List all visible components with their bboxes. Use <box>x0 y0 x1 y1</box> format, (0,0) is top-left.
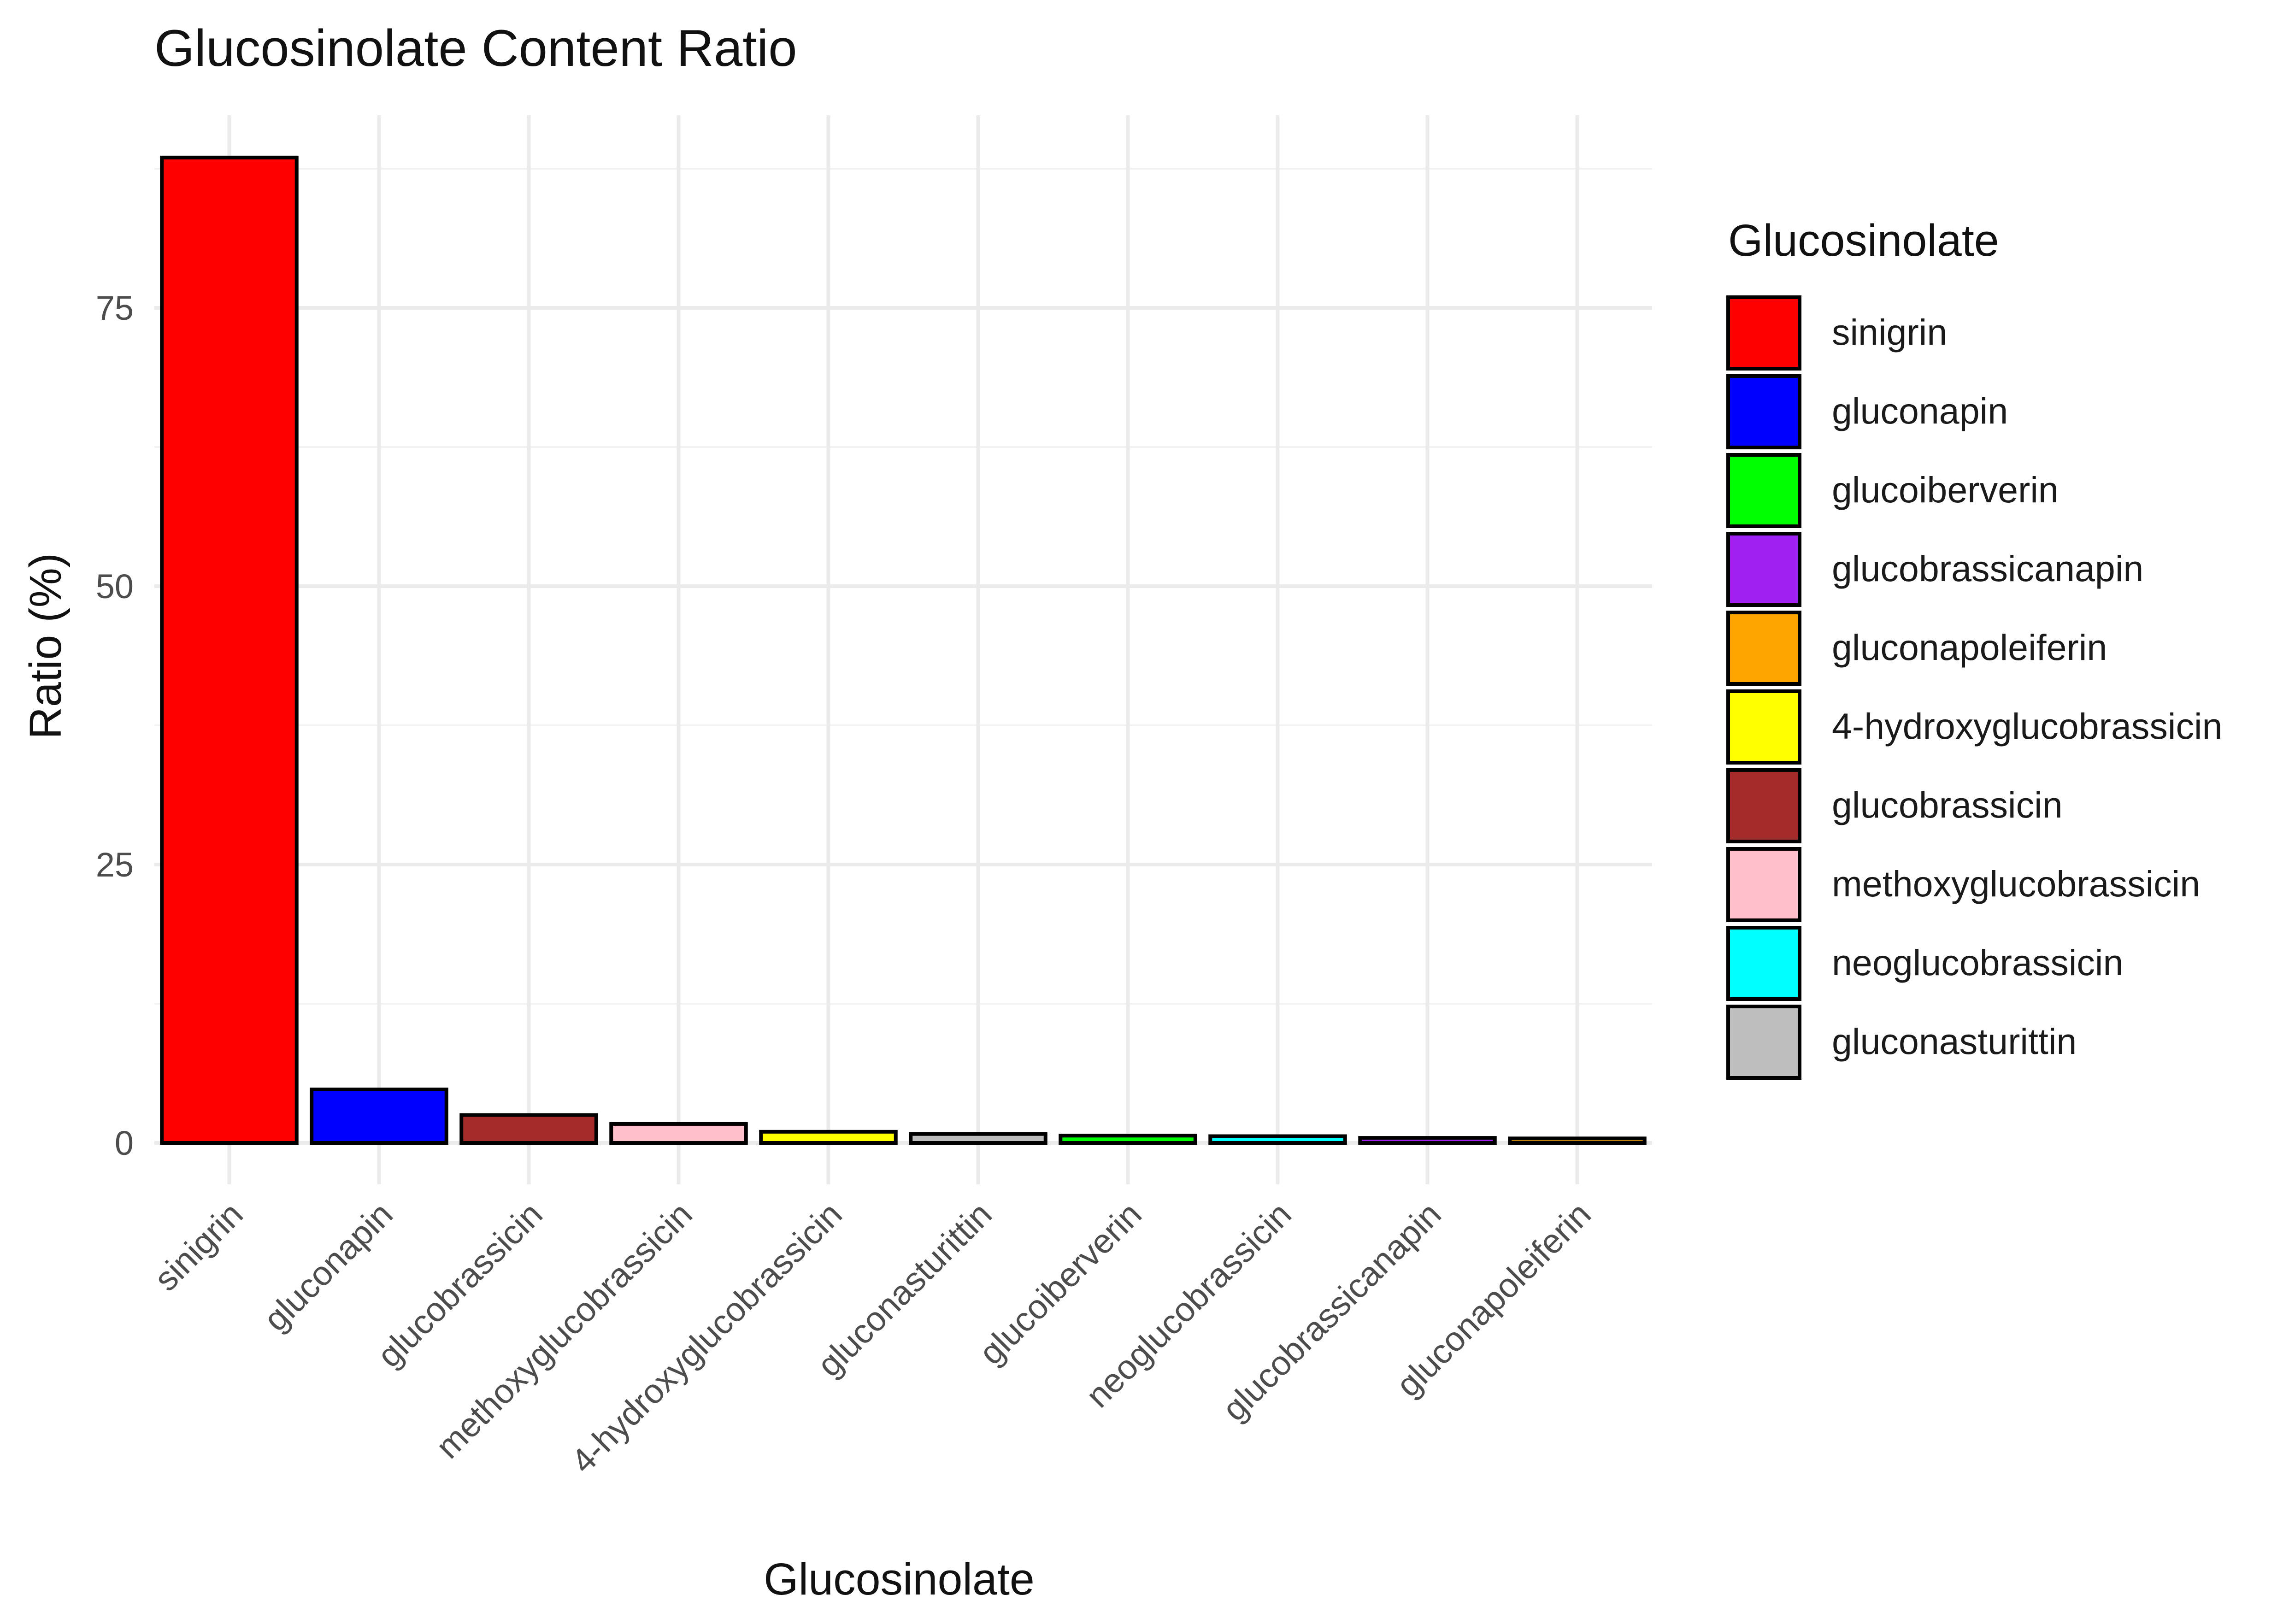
legend-key-glucoiberverin <box>1726 453 1801 528</box>
legend-label: glucobrassicin <box>1832 784 2063 825</box>
y-axis-ticks: 0 25 50 75 <box>96 289 134 1162</box>
bars <box>160 155 1647 1145</box>
legend-key-gluconapoleiferin <box>1726 611 1801 686</box>
legend-key-gluconasturittin <box>1726 1005 1801 1080</box>
bar-glucobrassicin <box>459 1113 598 1145</box>
legend-key-sinigrin <box>1726 295 1801 371</box>
chart-title: Glucosinolate Content Ratio <box>154 19 797 77</box>
y-axis-title: Ratio (%) <box>20 553 71 739</box>
legend-label: neoglucobrassicin <box>1832 942 2123 983</box>
legend: Glucosinolate sinigrin gluconapin glucoibe… <box>1726 215 2222 1080</box>
legend-key-glucobrassicin <box>1726 768 1801 843</box>
bar-glucoiberverin <box>1059 1134 1197 1145</box>
legend-key-glucobrassicanapin <box>1726 532 1801 607</box>
bar-gluconasturittin <box>909 1132 1047 1145</box>
legend-label: methoxyglucobrassicin <box>1832 863 2200 904</box>
y-tick-label: 50 <box>96 567 134 606</box>
legend-key-4-hydroxyglucobrassicin <box>1726 689 1801 765</box>
bar-methoxyglucobrassicin <box>609 1122 748 1145</box>
bar-4-hydroxyglucobrassicin <box>759 1130 898 1145</box>
legend-label: sinigrin <box>1832 312 1947 353</box>
legend-key-neoglucobrassicin <box>1726 926 1801 1001</box>
legend-label: gluconasturittin <box>1832 1021 2077 1062</box>
x-axis-title: Glucosinolate <box>764 1554 1035 1604</box>
legend-label: gluconapoleiferin <box>1832 627 2107 668</box>
y-tick-label: 0 <box>115 1124 134 1162</box>
legend-label: glucobrassicanapin <box>1832 548 2143 589</box>
bar-gluconapoleiferin <box>1508 1136 1647 1145</box>
bar-neoglucobrassicin <box>1208 1134 1347 1145</box>
y-tick-label: 25 <box>96 846 134 884</box>
bar-gluconapin <box>310 1088 448 1145</box>
legend-key-methoxyglucobrassicin <box>1726 847 1801 922</box>
legend-title: Glucosinolate <box>1728 215 1999 265</box>
legend-label: gluconapin <box>1832 390 2008 431</box>
y-tick-label: 75 <box>96 289 134 327</box>
bar-sinigrin <box>160 155 299 1145</box>
legend-label: glucoiberverin <box>1832 469 2059 510</box>
legend-key-gluconapin <box>1726 374 1801 449</box>
bar-glucobrassicanapin <box>1358 1136 1497 1145</box>
legend-label: 4-hydroxyglucobrassicin <box>1832 706 2222 747</box>
